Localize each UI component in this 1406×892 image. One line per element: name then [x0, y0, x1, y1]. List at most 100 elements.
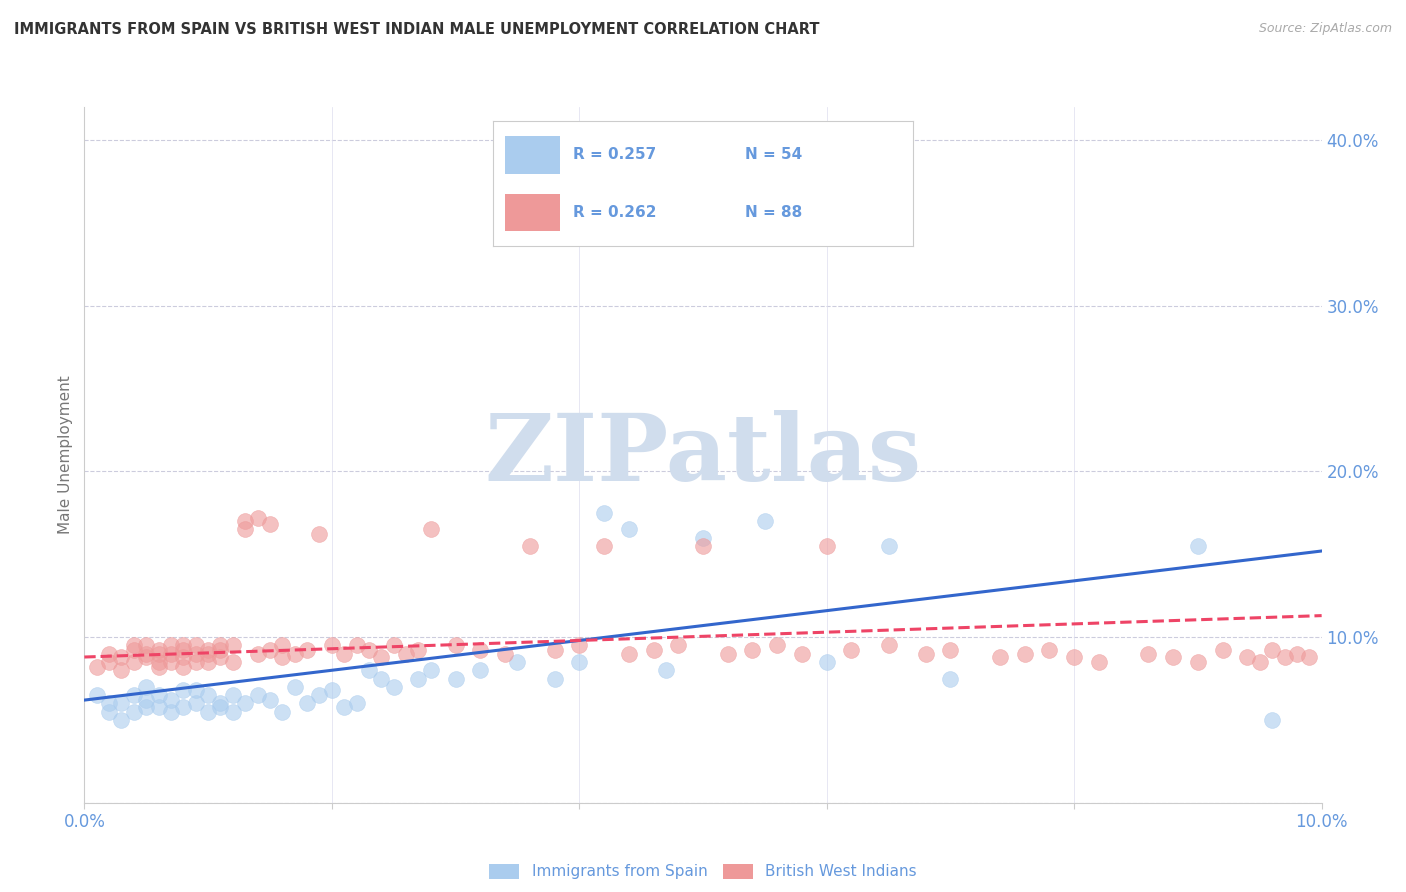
Point [295, 697, 318, 711]
Point [209, 643, 232, 657]
Point [271, 650, 294, 665]
Point [122, 655, 145, 669]
Point [346, 639, 368, 653]
Text: N = 54: N = 54 [745, 147, 803, 162]
Point [172, 683, 194, 698]
Point [1187, 539, 1209, 553]
Point [666, 639, 689, 653]
Point [333, 699, 356, 714]
Point [184, 683, 207, 698]
Point [110, 713, 132, 727]
Point [135, 647, 157, 661]
Point [370, 672, 392, 686]
Point [160, 705, 183, 719]
Bar [505, 136, 560, 174]
Point [259, 517, 281, 532]
Point [1261, 713, 1284, 727]
Point [308, 527, 330, 541]
Point [98, 655, 121, 669]
Point [110, 697, 132, 711]
Point [148, 688, 170, 702]
Text: Source: ZipAtlas.com: Source: ZipAtlas.com [1258, 22, 1392, 36]
Point [184, 697, 207, 711]
Point [877, 539, 900, 553]
Point [98, 697, 121, 711]
Point [841, 643, 863, 657]
Point [1261, 643, 1284, 657]
Point [1298, 650, 1320, 665]
Point [754, 514, 776, 528]
Point [494, 647, 516, 661]
Text: IMMIGRANTS FROM SPAIN VS BRITISH WEST INDIAN MALE UNEMPLOYMENT CORRELATION CHART: IMMIGRANTS FROM SPAIN VS BRITISH WEST IN… [14, 22, 820, 37]
Point [470, 663, 492, 677]
Point [233, 697, 256, 711]
Point [148, 647, 170, 661]
Point [408, 643, 430, 657]
Text: R = 0.257: R = 0.257 [572, 147, 655, 162]
Point [321, 683, 343, 698]
Point [790, 647, 813, 661]
Point [1161, 650, 1184, 665]
Point [815, 539, 838, 553]
Point [444, 639, 467, 653]
Point [172, 660, 194, 674]
Point [209, 699, 232, 714]
Point [655, 663, 678, 677]
Point [135, 680, 157, 694]
Point [222, 705, 245, 719]
Point [395, 647, 418, 661]
Point [617, 647, 640, 661]
Point [1063, 650, 1085, 665]
Point [543, 643, 565, 657]
Point [988, 650, 1011, 665]
Point [222, 639, 245, 653]
Point [1137, 647, 1160, 661]
Point [271, 639, 294, 653]
Point [122, 643, 145, 657]
Point [914, 647, 936, 661]
Point [692, 539, 714, 553]
Point [172, 650, 194, 665]
Point [357, 643, 380, 657]
Point [357, 663, 380, 677]
Point [419, 663, 441, 677]
Point [197, 655, 219, 669]
Point [1236, 650, 1258, 665]
Point [321, 639, 343, 653]
Legend: Immigrants from Spain, British West Indians: Immigrants from Spain, British West Indi… [482, 857, 924, 886]
Point [246, 511, 269, 525]
Point [815, 655, 838, 669]
Point [160, 655, 183, 669]
Point [184, 647, 207, 661]
Point [568, 639, 591, 653]
Point [284, 680, 307, 694]
Point [1274, 650, 1296, 665]
Point [148, 655, 170, 669]
Point [197, 688, 219, 702]
Point [1014, 647, 1036, 661]
Point [692, 531, 714, 545]
Point [1187, 655, 1209, 669]
Point [197, 647, 219, 661]
Point [1285, 647, 1308, 661]
Point [593, 506, 616, 520]
Point [209, 650, 232, 665]
Point [184, 639, 207, 653]
Point [148, 643, 170, 657]
Point [246, 647, 269, 661]
Point [222, 655, 245, 669]
Point [233, 514, 256, 528]
Point [122, 688, 145, 702]
Point [172, 639, 194, 653]
Point [444, 672, 467, 686]
Bar [505, 194, 560, 231]
Point [160, 639, 183, 653]
Point [98, 705, 121, 719]
Point [295, 643, 318, 657]
Point [86, 660, 108, 674]
Point [98, 647, 121, 661]
Point [172, 699, 194, 714]
Point [568, 655, 591, 669]
Point [382, 680, 405, 694]
Point [160, 693, 183, 707]
